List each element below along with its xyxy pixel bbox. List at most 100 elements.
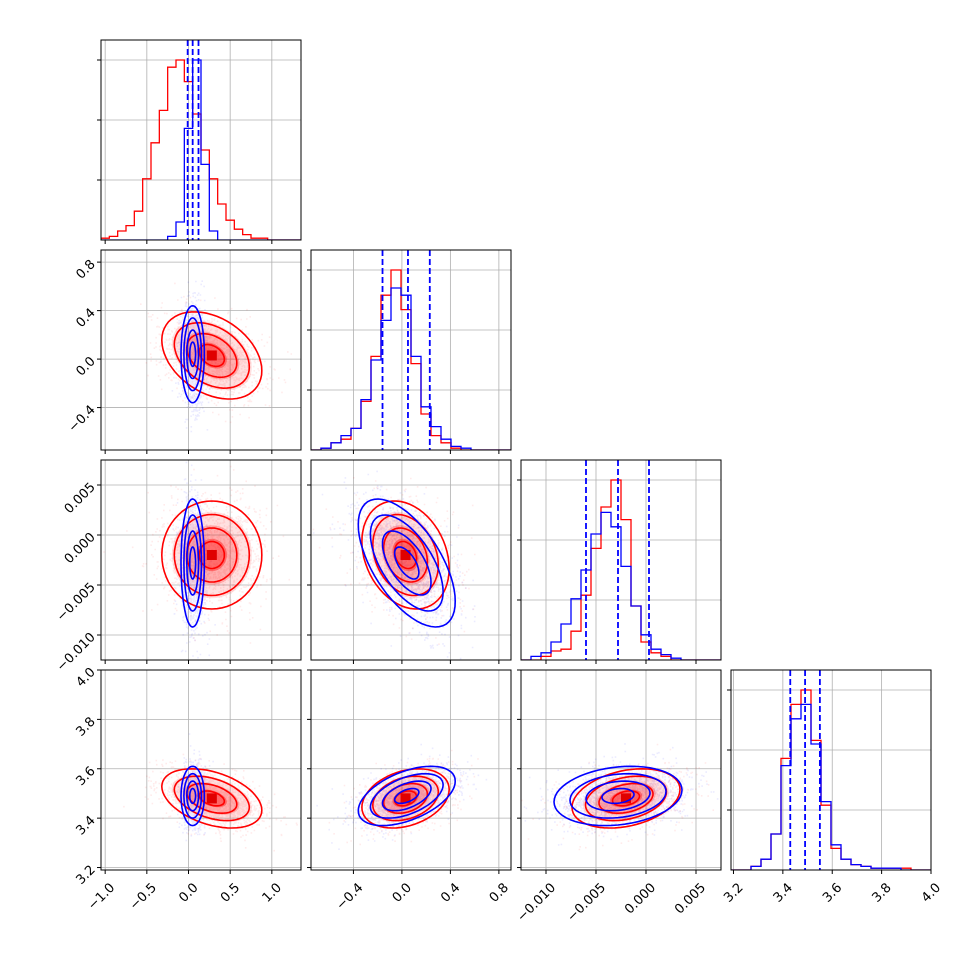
contour-series-1: [189, 341, 197, 368]
contour-series-0: [160, 311, 263, 400]
scatter-panel-3-0: [97, 669, 302, 874]
scatter-panel-2-0: [97, 459, 302, 664]
histogram-panel-2: [517, 459, 722, 664]
y-tick-label: 0.8: [73, 257, 98, 282]
contour-series-1: [601, 787, 635, 805]
y-tick-label: 0.000: [62, 530, 99, 567]
x-tick-label: 0.000: [622, 880, 659, 917]
contour-series-1: [185, 780, 200, 812]
contour-series-1: [183, 772, 203, 819]
contour-series-1: [189, 546, 197, 580]
density-peak: [621, 793, 631, 804]
panel-content: [731, 670, 931, 870]
x-tick-label: −0.4: [334, 880, 367, 913]
scatter-panel-3-1: [307, 669, 512, 874]
x-tick-label: 3.2: [721, 880, 746, 905]
panel-content: [521, 460, 721, 660]
contour-series-0: [160, 500, 263, 610]
scatter-points-series-1: [316, 743, 488, 850]
contour-series-0: [361, 500, 451, 610]
x-tick-label: 0.0: [176, 880, 201, 905]
x-tick-label: −0.005: [564, 880, 609, 925]
panel-frame: [520, 669, 722, 871]
panel-frame: [100, 39, 302, 241]
scatter-points-series-1: [168, 733, 221, 842]
scatter-points-series-1: [312, 470, 476, 660]
density-peak: [400, 550, 411, 560]
x-tick-label: 1.0: [260, 880, 285, 905]
contour-series-1: [183, 514, 203, 612]
panel-content: [101, 40, 301, 240]
histogram-step-series-1: [731, 703, 931, 870]
histogram-step-series-0: [521, 479, 721, 660]
x-tick-label: −0.010: [514, 880, 559, 925]
y-tick-label: −0.010: [54, 630, 99, 675]
histogram-panel-1: [307, 249, 512, 454]
y-tick-label: 3.2: [73, 863, 98, 888]
scatter-panel-2-1: [307, 459, 512, 664]
x-tick-label: 0.8: [487, 880, 512, 905]
x-tick-label: 0.005: [672, 880, 709, 917]
density-peak: [400, 793, 411, 804]
panel-content: [521, 743, 721, 851]
contour-series-0: [173, 322, 251, 390]
panel-frame: [310, 459, 512, 661]
x-tick-label: 0.5: [218, 880, 243, 905]
histogram-step-series-1: [521, 511, 721, 660]
scatter-points-series-1: [171, 461, 216, 659]
x-tick-label: −0.5: [127, 880, 160, 913]
panel-frame: [100, 669, 302, 871]
contour-series-1: [393, 546, 420, 580]
density-peak: [206, 350, 217, 361]
x-tick-label: −1.0: [85, 880, 118, 913]
histogram-step-series-1: [311, 287, 511, 450]
contour-series-1: [185, 329, 200, 380]
contour-series-1: [381, 780, 432, 812]
panel-content: [123, 733, 298, 852]
x-tick-label: 3.4: [771, 880, 796, 905]
contour-series-0: [160, 767, 263, 829]
panel-content: [103, 461, 291, 659]
density-peak: [206, 793, 217, 804]
contour-series-0: [173, 513, 251, 597]
histogram-step-series-1: [101, 59, 301, 240]
contour-series-1: [569, 772, 667, 819]
contour-series-1: [553, 765, 683, 827]
contour-series-1: [381, 530, 432, 596]
x-tick-label: 3.6: [820, 880, 845, 905]
x-tick-label: 0.4: [438, 880, 463, 905]
y-tick-label: 0.4: [73, 306, 98, 331]
y-tick-label: 3.8: [73, 714, 98, 739]
y-tick-label: 0.0: [73, 354, 98, 379]
scatter-points-series-0: [521, 743, 715, 851]
y-tick-label: −0.005: [54, 580, 99, 625]
contour-series-0: [198, 540, 226, 570]
contour-series-1: [180, 765, 206, 827]
contour-series-0: [371, 775, 440, 822]
contour-series-1: [180, 304, 206, 404]
contour-series-0: [382, 527, 429, 583]
panel-frame: [100, 459, 302, 661]
contour-series-1: [180, 498, 206, 628]
panel-content: [312, 470, 476, 660]
panel-frame: [730, 669, 932, 871]
histogram-panel-3: [727, 669, 932, 874]
density-peak: [206, 550, 217, 560]
contour-series-1: [369, 772, 444, 819]
panel-content: [311, 250, 511, 450]
contour-series-0: [382, 782, 429, 815]
scatter-panel-3-2: [517, 669, 722, 874]
contour-series-1: [393, 787, 420, 805]
contour-series-0: [361, 767, 451, 829]
y-tick-label: 3.4: [73, 813, 98, 838]
contour-series-1: [189, 787, 197, 805]
panel-content: [316, 743, 488, 850]
panel-frame: [520, 459, 722, 661]
contour-series-0: [198, 343, 226, 368]
scatter-panel-1-0: [97, 249, 302, 454]
contour-series-0: [584, 775, 668, 822]
histogram-panel-0: [97, 39, 302, 244]
contour-series-1: [185, 530, 200, 596]
contour-series-1: [183, 317, 203, 392]
